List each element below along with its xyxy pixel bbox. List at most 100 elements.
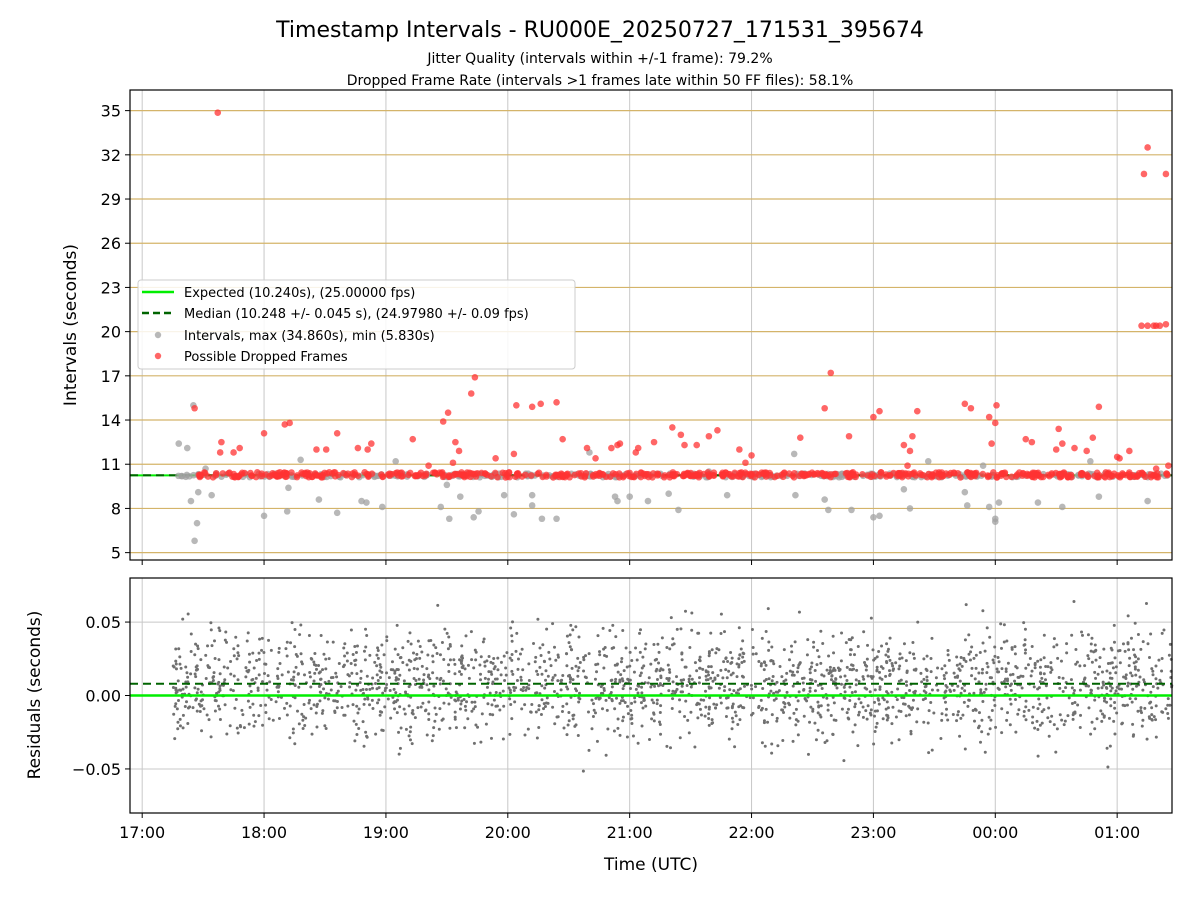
residual-point (1095, 717, 1099, 721)
residual-point (519, 678, 523, 682)
dropped-frame-point (471, 374, 479, 381)
dropped-frame-point (333, 429, 341, 437)
residual-point (679, 627, 683, 631)
residual-point (292, 675, 296, 679)
residual-point (267, 638, 271, 642)
residual-point (1147, 656, 1151, 660)
residual-point (280, 673, 284, 677)
residual-point (682, 678, 686, 682)
residual-point (631, 734, 635, 738)
residual-point (808, 689, 812, 693)
dropped-frame-point (693, 441, 701, 449)
residual-point (638, 650, 642, 654)
residual-point (1064, 686, 1068, 690)
residual-point (524, 688, 528, 692)
residual-point (1139, 711, 1143, 715)
residual-point (361, 720, 365, 724)
residual-point (980, 730, 984, 734)
residual-point (993, 703, 997, 707)
residual-point (979, 688, 983, 692)
residual-point (826, 703, 830, 707)
residual-point (225, 640, 229, 644)
residual-point (668, 647, 672, 651)
dropped-frame-point (596, 472, 603, 480)
dropped-frame-point (1144, 144, 1151, 151)
residual-point (218, 717, 222, 721)
residual-point (374, 681, 378, 685)
residual-point (355, 704, 359, 708)
residual-point (670, 643, 674, 647)
residual-point (300, 662, 304, 666)
residual-point (1139, 706, 1143, 710)
residual-point (1080, 633, 1084, 637)
residual-point (297, 722, 301, 726)
interval-point (961, 488, 969, 496)
residual-point (212, 671, 216, 675)
residual-point (680, 651, 684, 655)
residual-point (341, 665, 345, 669)
residual-point (290, 621, 294, 625)
residual-point (623, 700, 627, 704)
residual-point (610, 699, 614, 703)
residual-point (459, 702, 463, 706)
residual-point (485, 685, 489, 689)
residual-point (925, 654, 929, 658)
residual-point (1113, 656, 1117, 660)
residual-point (587, 748, 591, 752)
dropped-frame-point (1101, 473, 1108, 480)
intervals-y-tick-label: 23 (101, 278, 121, 297)
residual-point (798, 661, 802, 665)
residual-point (1144, 601, 1148, 605)
residual-point (871, 648, 875, 652)
residual-point (324, 726, 328, 730)
dropped-frame-point (1147, 473, 1155, 481)
residual-point (1148, 716, 1152, 720)
residual-point (711, 671, 715, 675)
residual-point (902, 696, 906, 700)
interval-point (443, 481, 451, 489)
residual-point (1035, 719, 1039, 723)
residual-point (873, 688, 877, 692)
residual-point (274, 700, 278, 704)
residual-point (1073, 710, 1077, 714)
residual-point (440, 641, 444, 645)
residual-point (984, 682, 988, 686)
dropped-frame-point (425, 462, 432, 470)
residual-point (483, 676, 487, 680)
residual-point (324, 691, 328, 695)
residual-point (446, 647, 450, 651)
dropped-frame-point (534, 470, 542, 478)
residual-point (842, 685, 846, 689)
residual-point (856, 744, 860, 748)
residual-point (474, 658, 478, 662)
residual-point (410, 711, 414, 715)
residual-point (322, 652, 326, 656)
residual-point (760, 636, 764, 640)
residual-point (707, 654, 711, 658)
residual-point (853, 705, 857, 709)
residual-point (223, 678, 227, 682)
residual-point (636, 741, 640, 745)
residual-point (922, 689, 926, 693)
residual-point (560, 710, 564, 714)
residual-point (796, 670, 800, 674)
residual-point (318, 690, 322, 694)
residual-point (1033, 726, 1037, 730)
residual-point (255, 659, 259, 663)
residual-point (1049, 661, 1053, 665)
residual-point (988, 727, 992, 731)
residual-point (730, 727, 734, 731)
interval-point (446, 515, 453, 523)
residual-point (394, 691, 398, 695)
residual-point (881, 717, 885, 721)
residual-point (393, 671, 397, 675)
residual-point (985, 661, 989, 665)
residual-point (857, 713, 861, 717)
residual-point (830, 674, 834, 678)
residual-point (408, 730, 412, 734)
residual-point (734, 691, 738, 695)
residual-point (289, 641, 293, 645)
residual-point (509, 626, 513, 630)
residual-point (458, 707, 462, 711)
dropped-frame-point (433, 470, 441, 478)
